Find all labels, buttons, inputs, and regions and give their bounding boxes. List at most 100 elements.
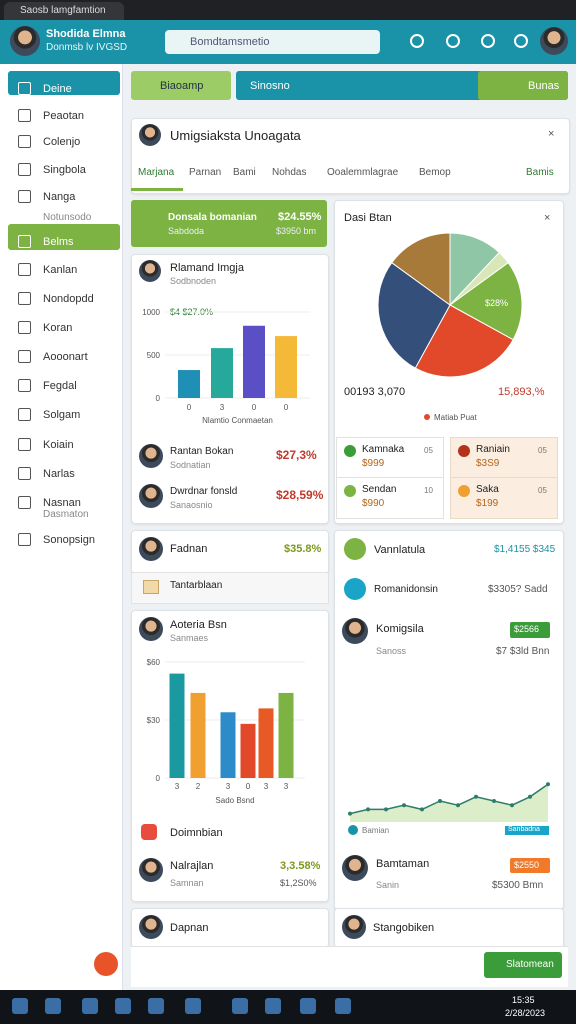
nav-item[interactable]: Singbola xyxy=(43,164,86,176)
nav-item[interactable]: Belms xyxy=(43,236,74,248)
taskbar-icon[interactable] xyxy=(265,998,281,1014)
header-icon[interactable] xyxy=(410,34,424,48)
tab[interactable]: Ooalemmlagrae xyxy=(327,167,399,178)
mini-title: Saka xyxy=(476,484,499,495)
taskbar-icon[interactable] xyxy=(45,998,61,1014)
tab[interactable]: Marjana xyxy=(138,167,175,178)
nav-item[interactable]: Solgam xyxy=(43,409,81,421)
y-tick-label: 0 xyxy=(156,774,161,783)
card-subtitle: Sodbnoden xyxy=(170,276,217,286)
taskbar-icon[interactable] xyxy=(232,998,248,1014)
taskbar-icon[interactable] xyxy=(335,998,351,1014)
tab[interactable]: Nohdas xyxy=(272,167,307,178)
bar xyxy=(258,708,274,778)
avatar xyxy=(342,855,368,881)
legend: Nlamtio Conmaetan xyxy=(202,416,273,425)
search-box[interactable] xyxy=(165,30,380,54)
sidebar xyxy=(0,64,123,990)
nav-item[interactable]: Fegdal xyxy=(43,380,77,392)
point xyxy=(528,794,532,799)
nav-item[interactable]: Koran xyxy=(43,322,73,334)
nav-item[interactable]: Nasnan xyxy=(43,497,81,509)
panel-action[interactable]: Bamis xyxy=(526,167,554,178)
fab[interactable] xyxy=(94,952,118,976)
nav-icon xyxy=(18,263,31,276)
point xyxy=(456,803,460,808)
x-tick-label: 0 xyxy=(187,403,192,412)
user-role: Donmsb lv IVGSD xyxy=(46,42,128,53)
taskbar-icon[interactable] xyxy=(185,998,201,1014)
row-sub-value: $1,2S0% xyxy=(280,878,317,888)
nav-icon xyxy=(18,190,31,203)
nav-active xyxy=(8,71,120,95)
taskbar-icon[interactable] xyxy=(12,998,28,1014)
row-value: $27,3% xyxy=(276,448,317,462)
nav-item[interactable]: Koiain xyxy=(43,439,74,451)
avatar xyxy=(342,915,366,939)
bar xyxy=(243,325,265,398)
row-title: Bamtaman xyxy=(376,858,430,870)
nav-icon xyxy=(18,292,31,305)
row-value: 3,3.58% xyxy=(280,860,321,872)
card-title: Aoteria Bsn xyxy=(170,619,227,631)
nav-item[interactable]: Sonopsign xyxy=(43,534,95,546)
tab[interactable]: Bami xyxy=(233,167,256,178)
row-icon xyxy=(141,824,157,840)
nav-icon xyxy=(18,467,31,480)
nav-icon xyxy=(18,408,31,421)
nav-item[interactable]: Nanga xyxy=(43,191,76,203)
row-badge-text: $2566 xyxy=(514,624,540,634)
x-tick-label: 3 xyxy=(284,782,289,791)
footer-button[interactable] xyxy=(484,952,562,978)
pie-label: 00193 3,070 xyxy=(344,386,406,398)
row-value: $7 $3ld Bnn xyxy=(496,646,550,657)
taskbar-icon[interactable] xyxy=(115,998,131,1014)
header-icon[interactable] xyxy=(514,34,528,48)
avatar xyxy=(139,124,161,146)
chart: 0 $30 $60 3 2 3 0 3 3 Sado Bsnd xyxy=(147,658,305,805)
nav-item[interactable]: Peaotan xyxy=(43,110,84,122)
avatar xyxy=(139,484,163,508)
bottom-card xyxy=(131,908,329,948)
summary-title: Donsala bomanian xyxy=(168,212,257,223)
toolbar-button[interactable] xyxy=(478,71,568,100)
taskbar-icon[interactable] xyxy=(148,998,164,1014)
mini-title: Raniain xyxy=(476,444,510,455)
clock-date: 2/28/2023 xyxy=(505,1008,546,1018)
tab[interactable]: Parnan xyxy=(189,167,222,178)
row-sub: Sanoss xyxy=(376,646,407,656)
toolbar-search[interactable] xyxy=(131,71,231,100)
mini-title: Sendan xyxy=(362,484,397,495)
row-card xyxy=(131,530,329,574)
row-value: $35.8% xyxy=(284,543,322,555)
x-tick-label: 3 xyxy=(226,782,231,791)
nav-item[interactable]: Nondopdd xyxy=(43,293,94,305)
mini-card xyxy=(336,437,444,479)
tab[interactable]: Bemop xyxy=(419,167,451,178)
taskbar-icon[interactable] xyxy=(82,998,98,1014)
row-title: Dwrdnar fonsld xyxy=(170,486,238,497)
avatar xyxy=(139,915,163,939)
point xyxy=(348,811,352,816)
header-icon[interactable] xyxy=(481,34,495,48)
legend: Sado Bsnd xyxy=(215,796,254,805)
row-sub: Samnan xyxy=(170,878,204,888)
nav-item[interactable]: Narlas xyxy=(43,468,75,480)
nav-item[interactable]: Deine xyxy=(43,83,72,95)
nav-icon xyxy=(18,496,31,509)
nav-item[interactable]: Colenjo xyxy=(43,136,81,148)
avatar xyxy=(139,617,163,641)
nav-item: Notunsodo xyxy=(43,212,92,223)
summary-value: $24.55% xyxy=(278,211,322,223)
nav-item[interactable]: Aooonart xyxy=(43,351,88,363)
chart: Matiab Puat xyxy=(377,232,523,422)
taskbar-icon[interactable] xyxy=(300,998,316,1014)
tab-bar xyxy=(0,0,576,20)
row-icon xyxy=(344,538,366,560)
row-badge-text: $2550 xyxy=(514,860,540,870)
legend-dot xyxy=(424,414,430,420)
x-tick-label: 3 xyxy=(220,403,225,412)
nav-item[interactable]: Kanlan xyxy=(43,264,78,276)
header-icon[interactable] xyxy=(446,34,460,48)
